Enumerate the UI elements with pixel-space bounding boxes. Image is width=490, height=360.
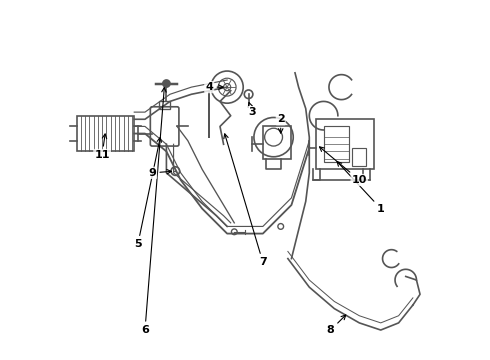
Text: 3: 3	[248, 103, 256, 117]
Bar	[159, 102, 170, 109]
Text: 11: 11	[95, 134, 110, 160]
Text: 5: 5	[134, 138, 162, 249]
Text: 10: 10	[319, 147, 367, 185]
Bar	[77, 116, 134, 152]
Text: 6: 6	[141, 87, 166, 335]
Text: 9: 9	[148, 168, 171, 178]
Text: 4: 4	[205, 82, 223, 92]
Bar	[323, 126, 348, 162]
Text: 1: 1	[337, 162, 385, 213]
Bar	[263, 126, 292, 158]
Circle shape	[163, 80, 170, 87]
Text: 8: 8	[327, 315, 346, 335]
Text: 7: 7	[224, 134, 267, 267]
Text: 2: 2	[277, 114, 285, 133]
Bar	[352, 148, 367, 166]
